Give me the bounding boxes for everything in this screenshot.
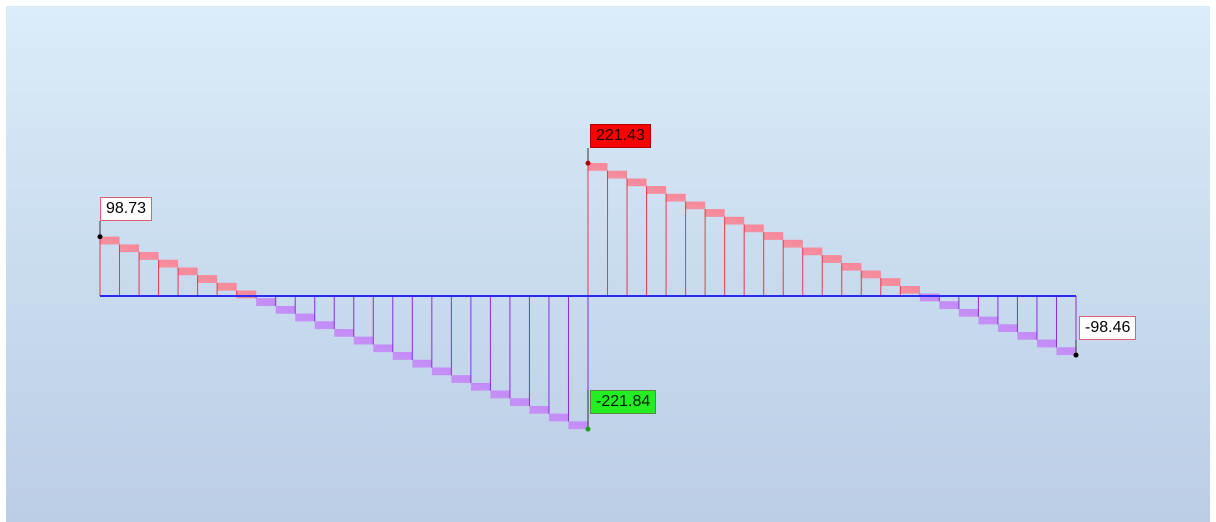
shear-strip [958, 309, 979, 317]
shear-strip [119, 244, 140, 253]
shear-strip [978, 316, 998, 325]
shear-strip [470, 382, 491, 391]
shear-strip [412, 359, 432, 368]
shear-strip [431, 367, 452, 376]
shear-strip [588, 163, 608, 171]
shear-strip [529, 406, 549, 414]
shear-strip [705, 209, 725, 217]
shear-strip [373, 344, 393, 353]
shear-strip [744, 224, 764, 233]
shear-strip [275, 306, 296, 314]
shear-strip [783, 239, 803, 248]
shear-strip [880, 278, 901, 286]
shear-strip [139, 252, 159, 260]
shear-strip [607, 170, 628, 179]
shear-strip [217, 282, 237, 291]
shear-strip [568, 421, 588, 430]
marker-dot-end [1073, 352, 1079, 358]
shear-strip [256, 298, 276, 307]
shear-strip [100, 236, 120, 245]
marker-dot-max [585, 160, 591, 166]
shear-strip [178, 267, 198, 276]
value-label-max: 221.43 [590, 124, 651, 148]
shear-strip [919, 293, 940, 302]
shear-strip [646, 186, 667, 194]
value-label-start: 98.73 [100, 197, 153, 221]
shear-strip [822, 255, 842, 263]
shear-strip [900, 285, 920, 294]
shear-strip [997, 324, 1018, 333]
shear-strip [490, 390, 510, 399]
shear-strip [158, 259, 179, 268]
diagram-viewport[interactable]: 98.73 221.43 -221.84 -98.46 [6, 6, 1210, 522]
shear-strip [334, 329, 354, 337]
value-label-end: -98.46 [1079, 316, 1137, 340]
shear-strip [841, 262, 862, 271]
shear-strip [451, 375, 471, 383]
shear-strip [197, 275, 218, 283]
shear-strip [353, 336, 374, 345]
shear-strip [548, 413, 569, 422]
shear-strip [1017, 332, 1037, 340]
shear-strip [861, 270, 881, 279]
marker-dot-start [97, 234, 103, 240]
shear-strip [802, 247, 823, 256]
marker-dot-min [585, 426, 591, 432]
shear-strip [666, 193, 686, 202]
shear-strip [295, 313, 315, 322]
shear-strip [1056, 347, 1076, 356]
shear-strip [236, 290, 257, 299]
shear-strip [392, 352, 413, 360]
shear-strip [509, 398, 530, 407]
shear-strip [685, 201, 706, 210]
shear-force-diagram [97, 148, 1079, 432]
shear-strip [763, 232, 784, 240]
value-label-min: -221.84 [590, 390, 657, 414]
shear-strip [1036, 339, 1057, 348]
shear-strip [724, 216, 745, 225]
shear-strip [627, 178, 647, 187]
shear-strip [314, 321, 335, 330]
shear-strip [939, 301, 959, 310]
